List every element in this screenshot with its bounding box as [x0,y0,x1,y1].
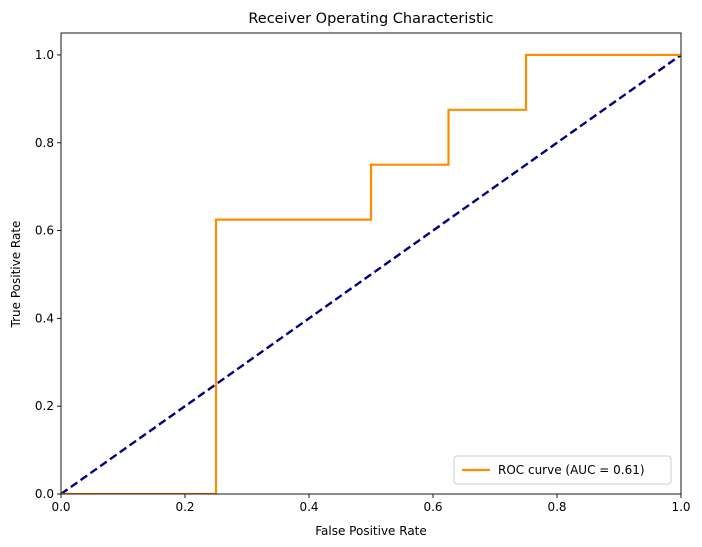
y-axis-ticks: 0.0 0.2 0.4 0.6 0.8 1.0 [35,48,61,501]
x-tick-label: 0.4 [299,500,318,514]
plot-frame [60,32,682,495]
x-tick-label: 0.6 [423,500,442,514]
roc-curve-line [61,53,681,494]
legend-label: ROC curve (AUC = 0.61) [498,463,645,477]
x-tick-label: 0.2 [175,500,194,514]
x-tick-label: 1.0 [671,500,690,514]
legend-box [453,455,672,485]
x-axis-label: False Positive Rate [315,524,427,538]
plot-area [60,32,682,495]
y-tick-label: 0.0 [35,487,54,501]
y-tick-label: 0.6 [35,224,54,238]
legend: ROC curve (AUC = 0.61) [453,455,672,485]
chart-title: Receiver Operating Characteristic [248,11,493,27]
y-tick-label: 1.0 [35,48,54,62]
x-axis-ticks: 0.0 0.2 0.4 0.6 0.8 1.0 [51,494,691,514]
chance-diagonal-line [61,53,681,494]
y-tick-label: 0.2 [35,399,54,413]
y-tick-label: 0.4 [35,311,54,325]
y-tick-label: 0.8 [35,136,54,150]
x-tick-label: 0.8 [547,500,566,514]
plot-background [61,33,681,494]
y-axis-label: True Positive Rate [9,221,23,329]
x-tick-label: 0.0 [51,500,70,514]
